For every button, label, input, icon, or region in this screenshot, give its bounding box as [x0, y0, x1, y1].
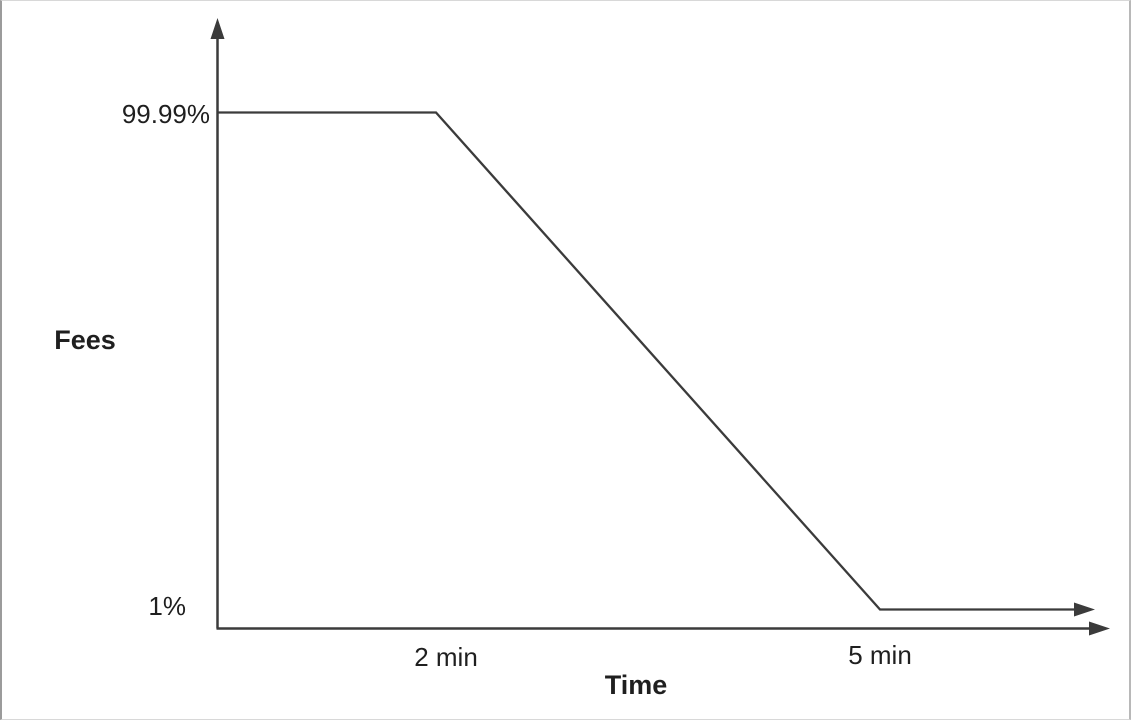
x-axis-title: Time	[605, 670, 668, 700]
y-tick-label-high: 99.99%	[122, 99, 210, 129]
y-tick-label-low: 1%	[148, 591, 186, 621]
fees-line-series	[218, 111, 1095, 617]
y-axis-title: Fees	[54, 325, 116, 355]
x-tick-label-5min: 5 min	[848, 640, 912, 670]
x-tick-label-2min: 2 min	[414, 642, 478, 672]
